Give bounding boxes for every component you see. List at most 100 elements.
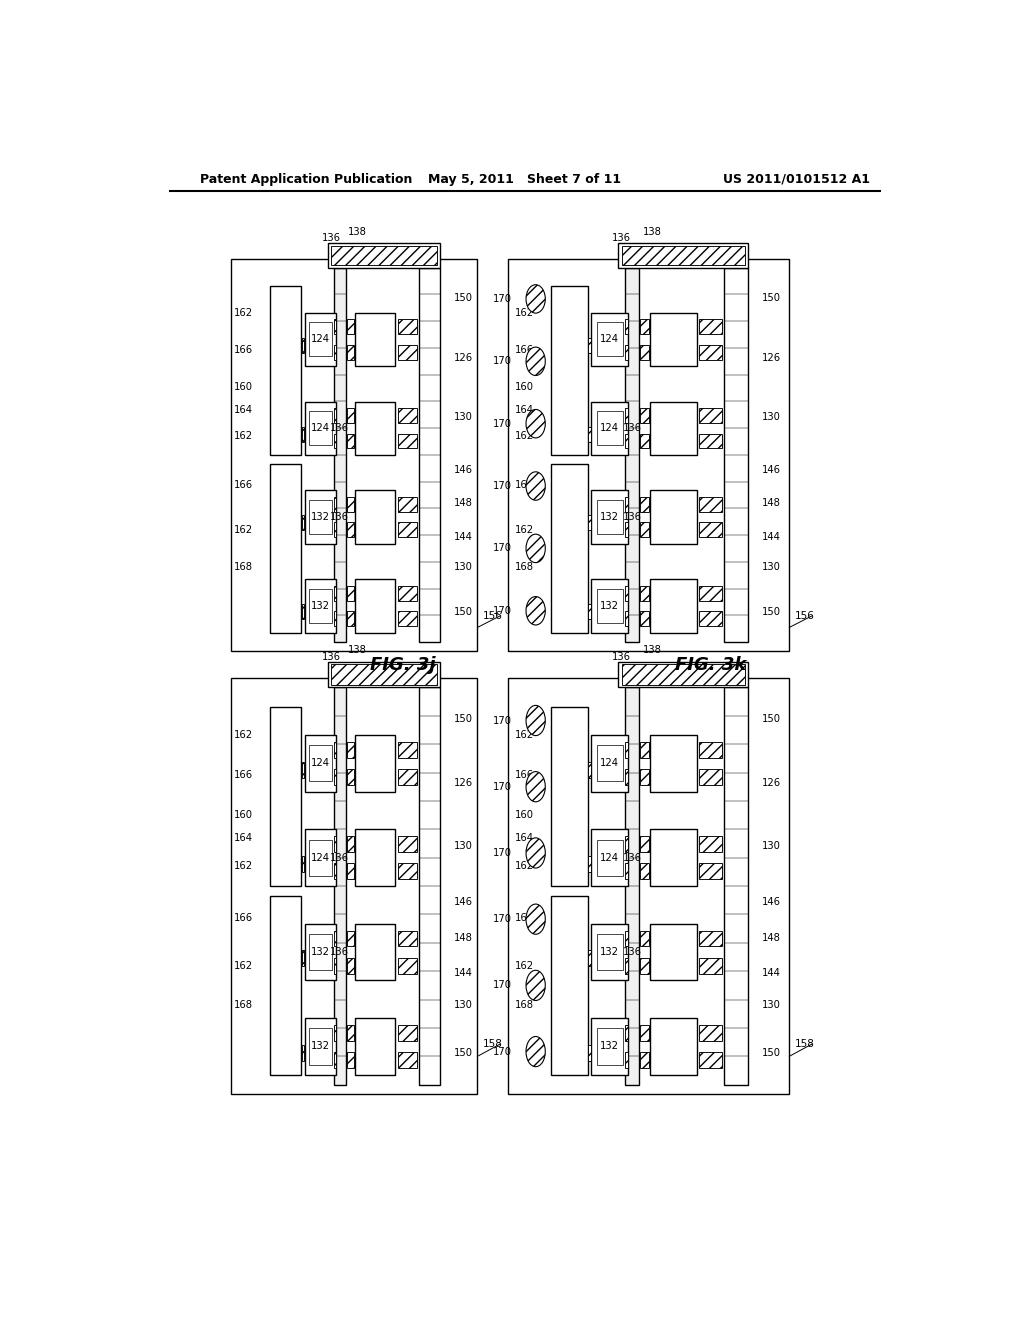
Bar: [622, 246, 744, 265]
Bar: [397, 496, 417, 512]
Text: 170: 170: [494, 915, 512, 924]
Bar: [626, 586, 628, 601]
Text: 126: 126: [454, 777, 473, 788]
Bar: [346, 770, 354, 785]
Bar: [724, 688, 749, 1085]
Text: 132: 132: [600, 948, 618, 957]
Bar: [597, 935, 623, 970]
Bar: [551, 896, 588, 1074]
Ellipse shape: [526, 838, 545, 869]
Text: 132: 132: [600, 1041, 618, 1052]
Text: 170: 170: [494, 480, 512, 491]
Bar: [699, 931, 722, 946]
Bar: [699, 408, 722, 422]
Text: 164: 164: [515, 405, 534, 414]
Text: 132: 132: [310, 601, 330, 611]
Bar: [699, 319, 722, 334]
Bar: [699, 611, 722, 626]
Bar: [301, 426, 304, 441]
Bar: [334, 1052, 336, 1068]
Text: 162: 162: [233, 524, 253, 535]
Text: 136: 136: [330, 948, 349, 957]
Bar: [346, 958, 354, 974]
Bar: [301, 857, 304, 873]
Bar: [346, 742, 354, 758]
Bar: [649, 313, 696, 366]
Bar: [309, 1028, 332, 1065]
Bar: [334, 931, 336, 946]
Text: 150: 150: [762, 293, 781, 302]
Bar: [269, 286, 301, 455]
Text: 132: 132: [310, 512, 330, 523]
Bar: [699, 863, 722, 879]
Text: 170: 170: [494, 981, 512, 990]
Bar: [699, 770, 722, 785]
Text: Patent Application Publication: Patent Application Publication: [200, 173, 413, 186]
Bar: [305, 924, 336, 981]
Bar: [346, 611, 354, 626]
Text: 150: 150: [454, 1048, 473, 1057]
Bar: [346, 586, 354, 601]
Bar: [305, 735, 336, 792]
Bar: [640, 345, 648, 359]
Bar: [588, 1044, 591, 1061]
Bar: [334, 408, 336, 422]
Bar: [699, 586, 722, 601]
Bar: [588, 605, 591, 619]
Bar: [592, 491, 628, 544]
Text: 124: 124: [600, 853, 618, 863]
Text: 170: 170: [494, 544, 512, 553]
Bar: [301, 605, 304, 619]
Bar: [592, 924, 628, 981]
Text: 150: 150: [762, 714, 781, 725]
Text: 136: 136: [623, 853, 641, 863]
Bar: [355, 579, 395, 632]
Bar: [597, 840, 623, 876]
Bar: [626, 433, 628, 449]
Text: 170: 170: [494, 781, 512, 792]
Bar: [269, 896, 301, 1074]
Text: 126: 126: [762, 352, 781, 363]
Text: 170: 170: [494, 715, 512, 726]
Text: 136: 136: [322, 652, 340, 661]
Bar: [331, 246, 437, 265]
Bar: [622, 664, 744, 685]
Bar: [346, 496, 354, 512]
Text: 146: 146: [454, 465, 473, 475]
Text: 170: 170: [494, 294, 512, 304]
Bar: [724, 268, 749, 642]
Text: May 5, 2011   Sheet 7 of 11: May 5, 2011 Sheet 7 of 11: [428, 173, 622, 186]
Bar: [334, 523, 336, 537]
Bar: [508, 678, 788, 1094]
Bar: [355, 491, 395, 544]
Text: 136: 136: [330, 512, 349, 523]
Bar: [309, 840, 332, 876]
Bar: [309, 411, 332, 445]
Bar: [626, 1052, 628, 1068]
Text: 138: 138: [643, 644, 662, 655]
Bar: [346, 837, 354, 853]
Bar: [269, 465, 301, 632]
Bar: [397, 837, 417, 853]
Bar: [397, 1024, 417, 1040]
Bar: [626, 523, 628, 537]
Text: 162: 162: [515, 961, 534, 970]
Bar: [640, 1024, 648, 1040]
Bar: [626, 958, 628, 974]
Ellipse shape: [526, 597, 545, 624]
Bar: [397, 408, 417, 422]
Text: 162: 162: [515, 432, 534, 441]
Text: 162: 162: [233, 961, 253, 970]
Bar: [346, 863, 354, 879]
Text: 124: 124: [600, 759, 618, 768]
Bar: [334, 770, 336, 785]
Bar: [309, 322, 332, 356]
Bar: [640, 611, 648, 626]
Bar: [649, 924, 696, 981]
Bar: [699, 433, 722, 449]
Bar: [334, 688, 346, 1085]
Text: 170: 170: [494, 418, 512, 429]
Bar: [699, 523, 722, 537]
Text: 130: 130: [454, 1001, 473, 1010]
Text: 132: 132: [310, 1041, 330, 1052]
